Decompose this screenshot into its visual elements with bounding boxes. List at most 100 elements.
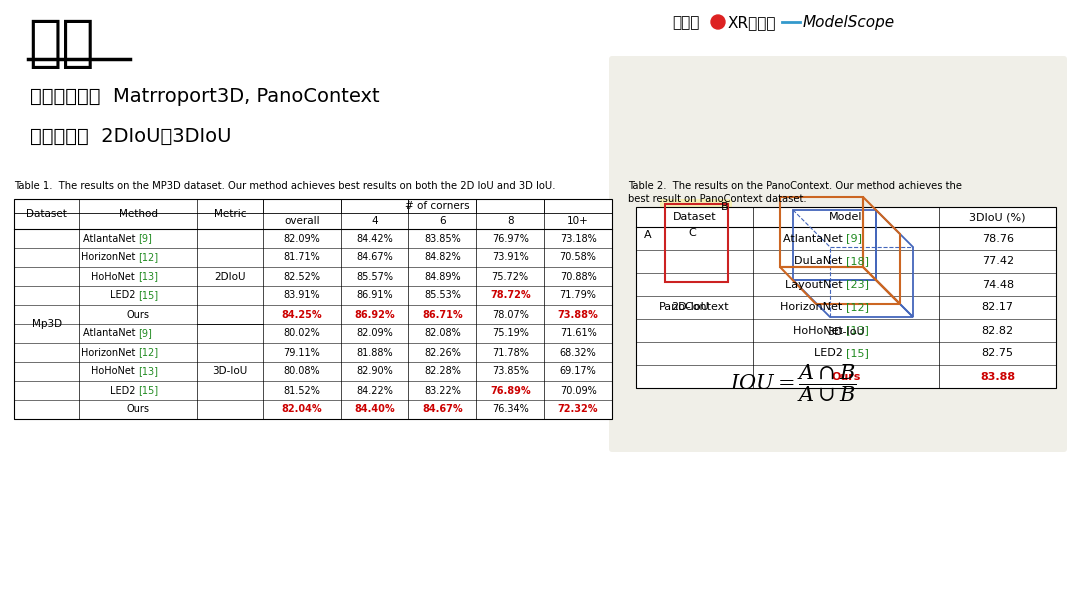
Text: HorizonNet: HorizonNet bbox=[81, 253, 138, 262]
Text: 82.04%: 82.04% bbox=[282, 404, 322, 415]
Text: Method: Method bbox=[119, 209, 158, 219]
Text: 2DIoU: 2DIoU bbox=[214, 271, 246, 282]
Text: 86.91%: 86.91% bbox=[356, 291, 393, 300]
Text: LED2: LED2 bbox=[110, 385, 138, 396]
Text: 10+: 10+ bbox=[567, 216, 589, 226]
Text: 72.32%: 72.32% bbox=[558, 404, 598, 415]
Text: 公共数据集：  Matrroport3D, PanoContext: 公共数据集： Matrroport3D, PanoContext bbox=[30, 87, 380, 106]
Text: 82.09%: 82.09% bbox=[283, 234, 320, 243]
Text: 81.71%: 81.71% bbox=[283, 253, 320, 262]
Text: 70.88%: 70.88% bbox=[559, 271, 596, 282]
Bar bbox=[636, 207, 1056, 388]
Text: ModelScope: ModelScope bbox=[804, 15, 895, 30]
Text: 70.58%: 70.58% bbox=[559, 253, 596, 262]
Text: AtlantaNet: AtlantaNet bbox=[83, 234, 138, 243]
Text: 84.82%: 84.82% bbox=[424, 253, 461, 262]
Text: [9]: [9] bbox=[138, 328, 152, 339]
Text: Metric: Metric bbox=[214, 209, 246, 219]
Text: 3D-IoU: 3D-IoU bbox=[213, 367, 247, 376]
Text: 84.22%: 84.22% bbox=[356, 385, 393, 396]
Text: 71.78%: 71.78% bbox=[491, 347, 529, 358]
Text: Table 1.  The results on the MP3D dataset. Our method achieves best results on b: Table 1. The results on the MP3D dataset… bbox=[14, 181, 555, 191]
Text: [15]: [15] bbox=[138, 385, 159, 396]
Text: Ours: Ours bbox=[126, 310, 150, 319]
Text: 78.72%: 78.72% bbox=[490, 291, 530, 300]
Text: 73.88%: 73.88% bbox=[557, 310, 598, 319]
Text: [13]: [13] bbox=[138, 271, 159, 282]
Text: PanoContext: PanoContext bbox=[659, 302, 730, 313]
Text: [13]: [13] bbox=[138, 367, 159, 376]
Text: [15]: [15] bbox=[138, 291, 159, 300]
Text: [12]: [12] bbox=[138, 253, 159, 262]
Text: 76.97%: 76.97% bbox=[491, 234, 529, 243]
Text: Mp3D: Mp3D bbox=[31, 319, 62, 329]
Text: 86.71%: 86.71% bbox=[422, 310, 462, 319]
Text: 82.82: 82.82 bbox=[982, 325, 1014, 336]
Text: 73.85%: 73.85% bbox=[491, 367, 529, 376]
Circle shape bbox=[711, 15, 725, 29]
Text: 75.72%: 75.72% bbox=[491, 271, 529, 282]
Text: [23]: [23] bbox=[846, 279, 869, 290]
Text: 达摩院: 达摩院 bbox=[672, 15, 700, 30]
Text: [15]: [15] bbox=[846, 348, 869, 359]
Text: 3D-IoU: 3D-IoU bbox=[827, 327, 865, 337]
Text: 76.34%: 76.34% bbox=[491, 404, 528, 415]
Bar bbox=[14, 199, 612, 419]
Text: HoHoNet: HoHoNet bbox=[92, 271, 138, 282]
Text: 81.88%: 81.88% bbox=[356, 347, 393, 358]
Text: 82.28%: 82.28% bbox=[424, 367, 461, 376]
Text: HoHoNet: HoHoNet bbox=[793, 325, 846, 336]
Text: 76.89%: 76.89% bbox=[490, 385, 530, 396]
Text: 86.92%: 86.92% bbox=[354, 310, 395, 319]
Text: 68.32%: 68.32% bbox=[559, 347, 596, 358]
Text: overall: overall bbox=[284, 216, 320, 226]
Text: 82.26%: 82.26% bbox=[424, 347, 461, 358]
Text: 80.02%: 80.02% bbox=[283, 328, 320, 339]
Polygon shape bbox=[660, 199, 732, 287]
Text: 70.09%: 70.09% bbox=[559, 385, 596, 396]
Text: 结果: 结果 bbox=[28, 17, 95, 71]
Text: 84.42%: 84.42% bbox=[356, 234, 393, 243]
Text: 84.67%: 84.67% bbox=[356, 253, 393, 262]
Text: [12]: [12] bbox=[138, 347, 159, 358]
Text: 80.08%: 80.08% bbox=[283, 367, 320, 376]
Text: AtlantaNet: AtlantaNet bbox=[83, 328, 138, 339]
Text: Dataset: Dataset bbox=[673, 212, 716, 222]
Text: Model: Model bbox=[829, 212, 863, 222]
Text: 82.75: 82.75 bbox=[982, 348, 1014, 359]
Text: 84.25%: 84.25% bbox=[282, 310, 322, 319]
Text: [9]: [9] bbox=[138, 234, 152, 243]
Text: Ours: Ours bbox=[832, 371, 861, 382]
Text: $IOU = \dfrac{A \cap B}{A \cup B}$: $IOU = \dfrac{A \cap B}{A \cup B}$ bbox=[730, 362, 856, 404]
Text: 74.48: 74.48 bbox=[982, 279, 1014, 290]
Text: 85.53%: 85.53% bbox=[424, 291, 461, 300]
Text: 83.88: 83.88 bbox=[981, 371, 1015, 382]
Text: [18]: [18] bbox=[846, 257, 869, 266]
Text: 71.61%: 71.61% bbox=[559, 328, 596, 339]
Text: # of corners: # of corners bbox=[405, 201, 470, 211]
Text: XR实验室: XR实验室 bbox=[728, 15, 777, 30]
Text: 83.85%: 83.85% bbox=[424, 234, 461, 243]
Text: 评价指标：  2DIoU，3DIoU: 评价指标： 2DIoU，3DIoU bbox=[30, 127, 231, 146]
Text: 83.91%: 83.91% bbox=[283, 291, 320, 300]
Text: 78.07%: 78.07% bbox=[491, 310, 529, 319]
Text: 82.08%: 82.08% bbox=[424, 328, 461, 339]
Text: HoHoNet: HoHoNet bbox=[92, 367, 138, 376]
Text: DuLaNet: DuLaNet bbox=[794, 257, 846, 266]
Text: 77.42: 77.42 bbox=[982, 257, 1014, 266]
Text: A: A bbox=[644, 230, 652, 240]
Text: 83.22%: 83.22% bbox=[424, 385, 461, 396]
Text: B: B bbox=[721, 202, 729, 212]
Text: 85.57%: 85.57% bbox=[356, 271, 393, 282]
Text: 81.52%: 81.52% bbox=[283, 385, 320, 396]
Text: 79.11%: 79.11% bbox=[283, 347, 320, 358]
Text: 73.18%: 73.18% bbox=[559, 234, 596, 243]
Text: 78.76: 78.76 bbox=[982, 234, 1014, 243]
Text: 82.17: 82.17 bbox=[982, 302, 1014, 313]
Text: 69.17%: 69.17% bbox=[559, 367, 596, 376]
Text: 73.91%: 73.91% bbox=[491, 253, 528, 262]
Text: [9]: [9] bbox=[846, 234, 862, 243]
Text: [12]: [12] bbox=[846, 302, 869, 313]
Text: 2D-IoU: 2D-IoU bbox=[671, 302, 708, 312]
Text: LED2: LED2 bbox=[110, 291, 138, 300]
